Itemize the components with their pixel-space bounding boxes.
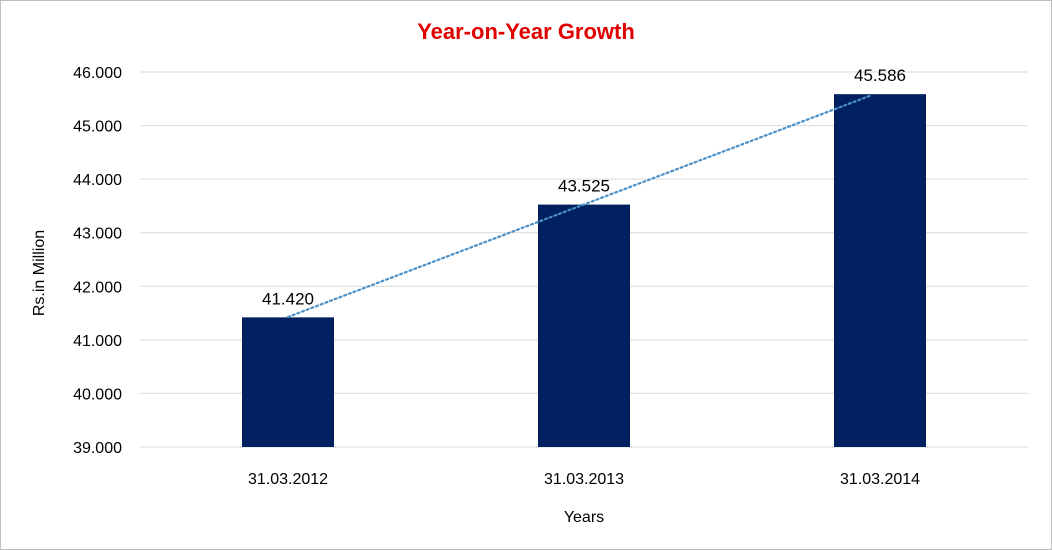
x-axis-label: Years — [564, 509, 604, 526]
x-tick-label-0: 31.03.2012 — [248, 471, 328, 488]
y-tick-label-3: 42.000 — [73, 279, 122, 296]
bar-0 — [242, 317, 334, 447]
y-axis-ticks: 39.000 40.000 41.000 42.000 43.000 44.000 45.0… — [73, 65, 122, 457]
data-label-0: 41.420 — [262, 289, 314, 308]
y-axis-label: Rs.in Million — [31, 230, 48, 316]
y-tick-label-6: 45.000 — [73, 119, 122, 136]
y-tick-label-2: 41.000 — [73, 333, 122, 350]
bars — [242, 94, 926, 447]
bar-2 — [834, 94, 926, 447]
y-tick-label-5: 44.000 — [73, 172, 122, 189]
data-label-1: 43.525 — [558, 177, 610, 196]
bar-1 — [538, 204, 630, 447]
y-tick-label-4: 43.000 — [73, 226, 122, 243]
trendline — [286, 94, 872, 319]
y-tick-label-7: 46.000 — [73, 65, 122, 82]
x-axis-ticks: 31.03.2012 31.03.2013 31.03.2014 — [248, 471, 920, 488]
data-labels: 41.420 43.525 45.586 — [262, 66, 906, 308]
data-label-2: 45.586 — [854, 66, 906, 85]
y-tick-label-0: 39.000 — [73, 440, 122, 457]
x-tick-label-1: 31.03.2013 — [544, 471, 624, 488]
trendline-group — [286, 94, 872, 319]
y-tick-label-1: 40.000 — [73, 386, 122, 403]
chart-title: Year-on-Year Growth — [417, 19, 635, 44]
x-tick-label-2: 31.03.2014 — [840, 471, 920, 488]
